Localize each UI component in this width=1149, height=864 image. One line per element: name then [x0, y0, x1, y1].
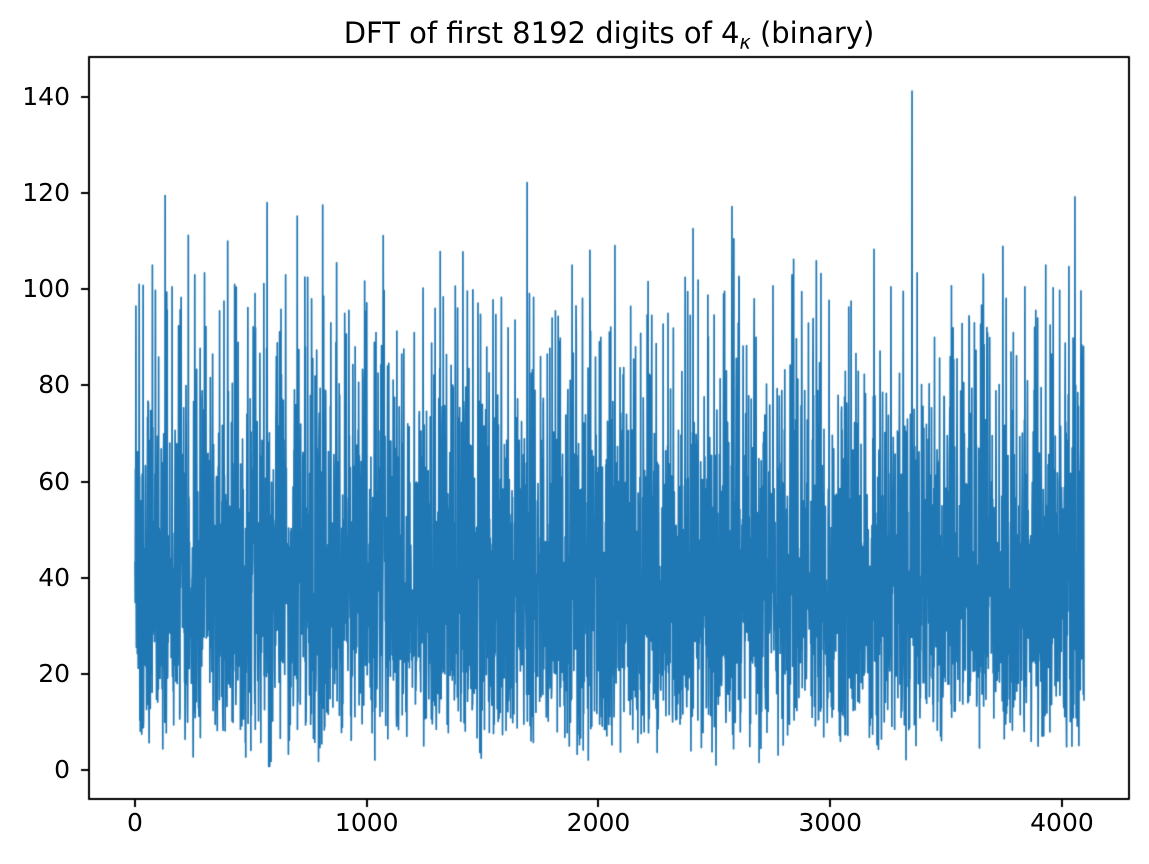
- x-tick-label: 4000: [1030, 808, 1094, 837]
- y-tick-label: 40: [38, 562, 70, 592]
- chart-title-subscript-kappa: κ: [739, 30, 751, 54]
- x-tick-label: 3000: [798, 808, 863, 837]
- chart-title-prefix: DFT of first 8192 digits of 4: [343, 16, 740, 50]
- x-tick-label: 0: [127, 808, 143, 837]
- y-tick-label: 80: [38, 370, 70, 400]
- y-tick-label: 140: [22, 81, 70, 111]
- y-tick-label: 20: [38, 658, 70, 688]
- y-tick-label: 0: [54, 755, 70, 785]
- chart-title-suffix: (binary): [750, 16, 875, 50]
- x-tick-label: 2000: [566, 808, 631, 837]
- y-tick-label: 100: [22, 274, 70, 304]
- chart-title: DFT of first 8192 digits of 4κ (binary): [344, 16, 875, 53]
- y-tick-label: 120: [22, 177, 70, 207]
- x-tick-label: 1000: [334, 808, 399, 837]
- y-tick-label: 60: [38, 466, 70, 496]
